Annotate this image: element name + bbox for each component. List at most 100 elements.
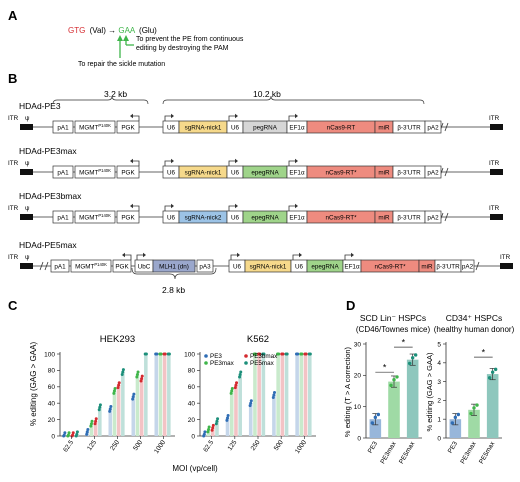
pgk (112, 259, 132, 273)
legend-marker-PE3bmax (244, 354, 248, 358)
mlh1-label: MLH1 (dn) (159, 264, 189, 271)
panel-a-letter: A (8, 8, 18, 23)
bar-PE3max (112, 390, 117, 436)
pa2-label: pA2 (427, 170, 439, 177)
point-PE3 (226, 414, 230, 417)
point-PE3max (135, 373, 139, 376)
point-PE5max (121, 368, 125, 372)
mgmt-sup: P140K (94, 262, 107, 267)
x-tick-label: PE3 (447, 440, 459, 454)
point-PE5max (413, 353, 418, 357)
u6-a-label: U6 (167, 125, 176, 132)
point-PE5max (98, 403, 102, 407)
mgmt-sup: P140K (98, 213, 111, 218)
point-PE3max (229, 391, 233, 395)
point-PE3 (155, 352, 159, 356)
ef1a-promoter-head (351, 252, 354, 258)
point-PE3max (112, 391, 116, 395)
point-PE3 (450, 421, 455, 425)
construct-name: HDAd-PE5max (19, 240, 77, 250)
pa1-label: pA1 (54, 264, 66, 271)
point-PE3bmax (116, 386, 120, 390)
legend-label-PE3max: PE3max (210, 360, 235, 367)
itr-label-right: ITR (500, 254, 511, 261)
y-tick-label: 20 (48, 417, 56, 424)
point-PE3bmax (163, 352, 167, 356)
pgk-promoter-head (130, 113, 133, 119)
point-PE3max (159, 352, 163, 356)
pgk-promoter (132, 205, 140, 211)
pa1 (52, 210, 74, 224)
point-PE3 (226, 416, 230, 420)
psi-label: ψ (25, 205, 30, 212)
point-PE3max (89, 422, 93, 426)
point-PE5max (238, 375, 242, 379)
mgmt-label: MGMTP140K (79, 123, 111, 132)
bar-PE3 (272, 395, 276, 436)
point-PE3 (373, 415, 378, 420)
point-PE3 (85, 430, 89, 434)
u6-promoter-a (164, 205, 172, 211)
point-PE3max (392, 378, 396, 382)
backbone-break-left (39, 261, 49, 271)
x-tick-label: 62.5 (62, 439, 75, 454)
bar-PE3bmax (139, 378, 144, 436)
point-PE5max (262, 352, 266, 356)
u6-promoter-a (230, 254, 238, 260)
point-PE3bmax (210, 428, 214, 432)
point-PE5max (167, 352, 171, 356)
utr-label: β-3'UTR (397, 215, 421, 222)
bar-PE3max (229, 390, 234, 436)
pa1 (52, 165, 74, 179)
bar-PE3bmax (116, 385, 121, 436)
point-PE3max (113, 386, 117, 390)
y-tick-label: 3 (437, 379, 441, 386)
legend-marker-PE3max (204, 361, 208, 365)
u6-promoter-a-head (171, 203, 174, 209)
point-PE3 (225, 418, 229, 422)
mlh1 (152, 259, 196, 273)
point-PE3bmax (211, 426, 215, 430)
y-tick-label: 40 (188, 401, 196, 408)
point-PE5max (98, 405, 102, 409)
itr-left (20, 124, 33, 130)
bar-PE3bmax (93, 421, 98, 436)
x-tick-label: 1000 (294, 439, 308, 455)
point-PE3bmax (117, 381, 121, 385)
bar-PE3bmax (303, 354, 308, 436)
ef1a-label: EF1α (289, 170, 305, 177)
point-PE3 (272, 393, 276, 397)
bar-PE3max (158, 354, 163, 436)
point-PE3 (376, 412, 381, 417)
ncas9-rt-label: nCas9-RT (327, 125, 356, 132)
mgmt (70, 259, 112, 273)
chart-title: HEK293 (100, 334, 135, 345)
bar-PE3bmax (257, 354, 261, 436)
panel-c-ylabel: % editing (GAG > GAA) (29, 342, 38, 427)
point-PE3bmax (234, 383, 238, 387)
u6-promoter-b (228, 115, 236, 121)
y-tick-label: 0 (51, 433, 55, 440)
bracket-left (52, 95, 149, 105)
d1-ylabel: % editing (T > A correction) (343, 346, 352, 437)
x-tick-label: PE5max (398, 440, 417, 465)
y-tick-label: 20 (188, 417, 196, 424)
point-PE3bmax (235, 381, 239, 385)
point-PE5max (97, 408, 101, 412)
point-PE3bmax (139, 379, 143, 383)
point-PE3max (207, 425, 211, 429)
chart-k562: K562 0 20 40 60 80 100 62.5 125 250 500 1000 PE3PE3m… (184, 334, 316, 455)
ef1a-promoter-head (295, 113, 298, 119)
u6-promoter-b-head (235, 113, 238, 119)
point-PE3bmax (117, 383, 121, 387)
chart-hek293: HEK293 0 20 40 60 80 100 62.5 125 250 500 1000 (44, 334, 175, 455)
x-tick-label: 62.5 (202, 439, 215, 454)
point-PE5max (410, 356, 415, 360)
u6-promoter-b-head (235, 203, 238, 209)
mutation-arrow: → (108, 26, 116, 35)
u6-promoter-b-head (235, 158, 238, 164)
pa1 (52, 120, 74, 134)
mgmt-sup: P140K (98, 168, 111, 173)
legend-label-PE3bmax: PE3bmax (250, 353, 278, 360)
